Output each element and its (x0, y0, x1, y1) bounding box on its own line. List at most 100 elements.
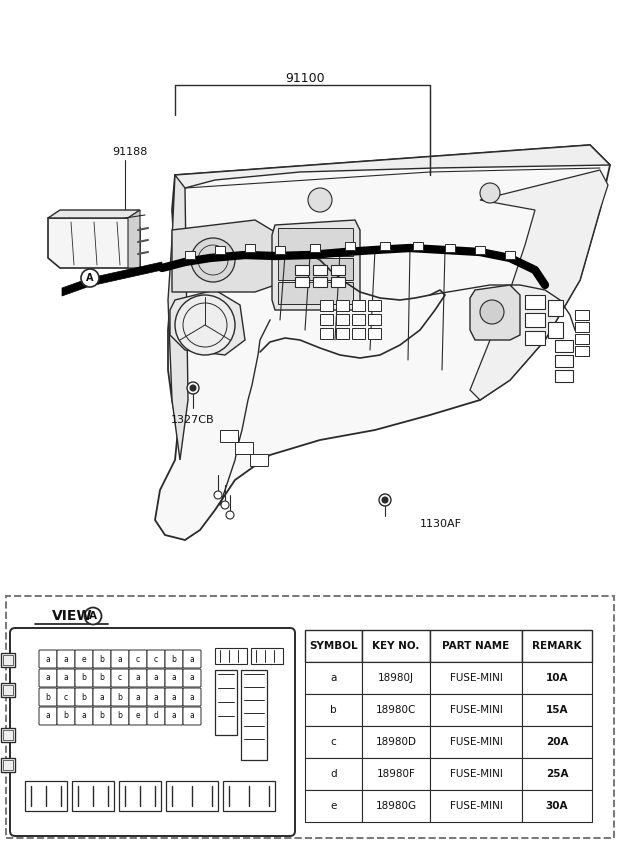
Text: b: b (330, 705, 337, 715)
FancyBboxPatch shape (147, 688, 165, 706)
Text: 1130AF: 1130AF (420, 519, 462, 529)
Bar (352, 300, 365, 311)
Circle shape (226, 511, 234, 519)
Text: a: a (118, 655, 122, 663)
Text: VIEW: VIEW (51, 609, 92, 623)
FancyBboxPatch shape (165, 707, 183, 725)
Bar (305, 726, 362, 758)
Bar (278, 258, 353, 280)
FancyBboxPatch shape (111, 707, 129, 725)
Bar (275, 246, 285, 254)
Bar (320, 300, 333, 311)
Bar (430, 694, 522, 726)
Bar (1, 653, 15, 667)
FancyBboxPatch shape (129, 707, 147, 725)
Bar (305, 758, 362, 790)
Bar (475, 246, 485, 254)
Text: b: b (118, 693, 122, 701)
Bar (320, 328, 333, 339)
FancyBboxPatch shape (75, 688, 93, 706)
Bar (525, 295, 545, 309)
Bar (525, 331, 545, 345)
Text: a: a (100, 693, 104, 701)
Text: FUSE-MINI: FUSE-MINI (450, 769, 502, 779)
Text: c: c (136, 655, 140, 663)
FancyBboxPatch shape (39, 669, 57, 687)
Text: a: a (64, 673, 68, 683)
Bar (336, 328, 349, 339)
Circle shape (308, 188, 332, 212)
Bar (278, 282, 353, 304)
Bar (413, 242, 423, 250)
Text: 30A: 30A (546, 801, 569, 811)
Text: 18980C: 18980C (376, 705, 416, 715)
Bar (555, 370, 573, 382)
Bar (575, 346, 589, 356)
FancyBboxPatch shape (165, 688, 183, 706)
Text: b: b (45, 693, 50, 701)
Text: 91100: 91100 (285, 71, 325, 85)
Bar (1, 758, 15, 772)
Bar (3, 730, 13, 740)
Circle shape (81, 269, 99, 287)
Bar (352, 314, 365, 325)
Bar (313, 277, 327, 287)
Text: 18980J: 18980J (378, 673, 414, 683)
Bar (352, 328, 365, 339)
Bar (295, 277, 309, 287)
Bar (555, 355, 573, 367)
Polygon shape (155, 145, 610, 540)
Text: A: A (86, 273, 94, 283)
Bar (251, 648, 283, 664)
Bar (305, 630, 362, 662)
Text: 25A: 25A (546, 769, 569, 779)
Polygon shape (48, 210, 140, 218)
Text: a: a (46, 711, 50, 721)
FancyBboxPatch shape (111, 688, 129, 706)
Polygon shape (470, 170, 608, 400)
Circle shape (480, 300, 504, 324)
Bar (430, 790, 522, 822)
Bar (368, 314, 381, 325)
FancyBboxPatch shape (39, 650, 57, 668)
Bar (220, 430, 238, 442)
FancyBboxPatch shape (165, 650, 183, 668)
Bar (310, 244, 320, 252)
Polygon shape (128, 210, 140, 268)
FancyBboxPatch shape (75, 669, 93, 687)
Bar (3, 655, 13, 665)
Bar (575, 322, 589, 332)
Text: a: a (190, 711, 195, 721)
Polygon shape (172, 220, 275, 292)
Bar (548, 300, 563, 316)
Bar (430, 726, 522, 758)
Circle shape (191, 238, 235, 282)
Text: 1327CB: 1327CB (171, 415, 215, 425)
FancyBboxPatch shape (57, 707, 75, 725)
Bar (6, 596, 614, 838)
Text: 91188: 91188 (112, 147, 148, 157)
Circle shape (480, 183, 500, 203)
Bar (245, 244, 255, 252)
Text: c: c (118, 673, 122, 683)
Bar (430, 662, 522, 694)
Text: a: a (190, 655, 195, 663)
Text: REMARK: REMARK (532, 641, 582, 651)
Bar (380, 242, 390, 250)
Text: SYMBOL: SYMBOL (309, 641, 358, 651)
Bar (345, 242, 355, 250)
Bar (305, 694, 362, 726)
Text: a: a (172, 711, 176, 721)
Circle shape (214, 491, 222, 499)
Text: a: a (136, 693, 140, 701)
Text: FUSE-MINI: FUSE-MINI (450, 737, 502, 747)
Polygon shape (272, 220, 360, 310)
Text: a: a (154, 693, 158, 701)
Polygon shape (48, 218, 140, 268)
Bar (119, 781, 161, 811)
Circle shape (187, 382, 199, 394)
Text: b: b (100, 655, 104, 663)
Bar (25, 781, 67, 811)
FancyBboxPatch shape (93, 669, 111, 687)
FancyBboxPatch shape (75, 707, 93, 725)
